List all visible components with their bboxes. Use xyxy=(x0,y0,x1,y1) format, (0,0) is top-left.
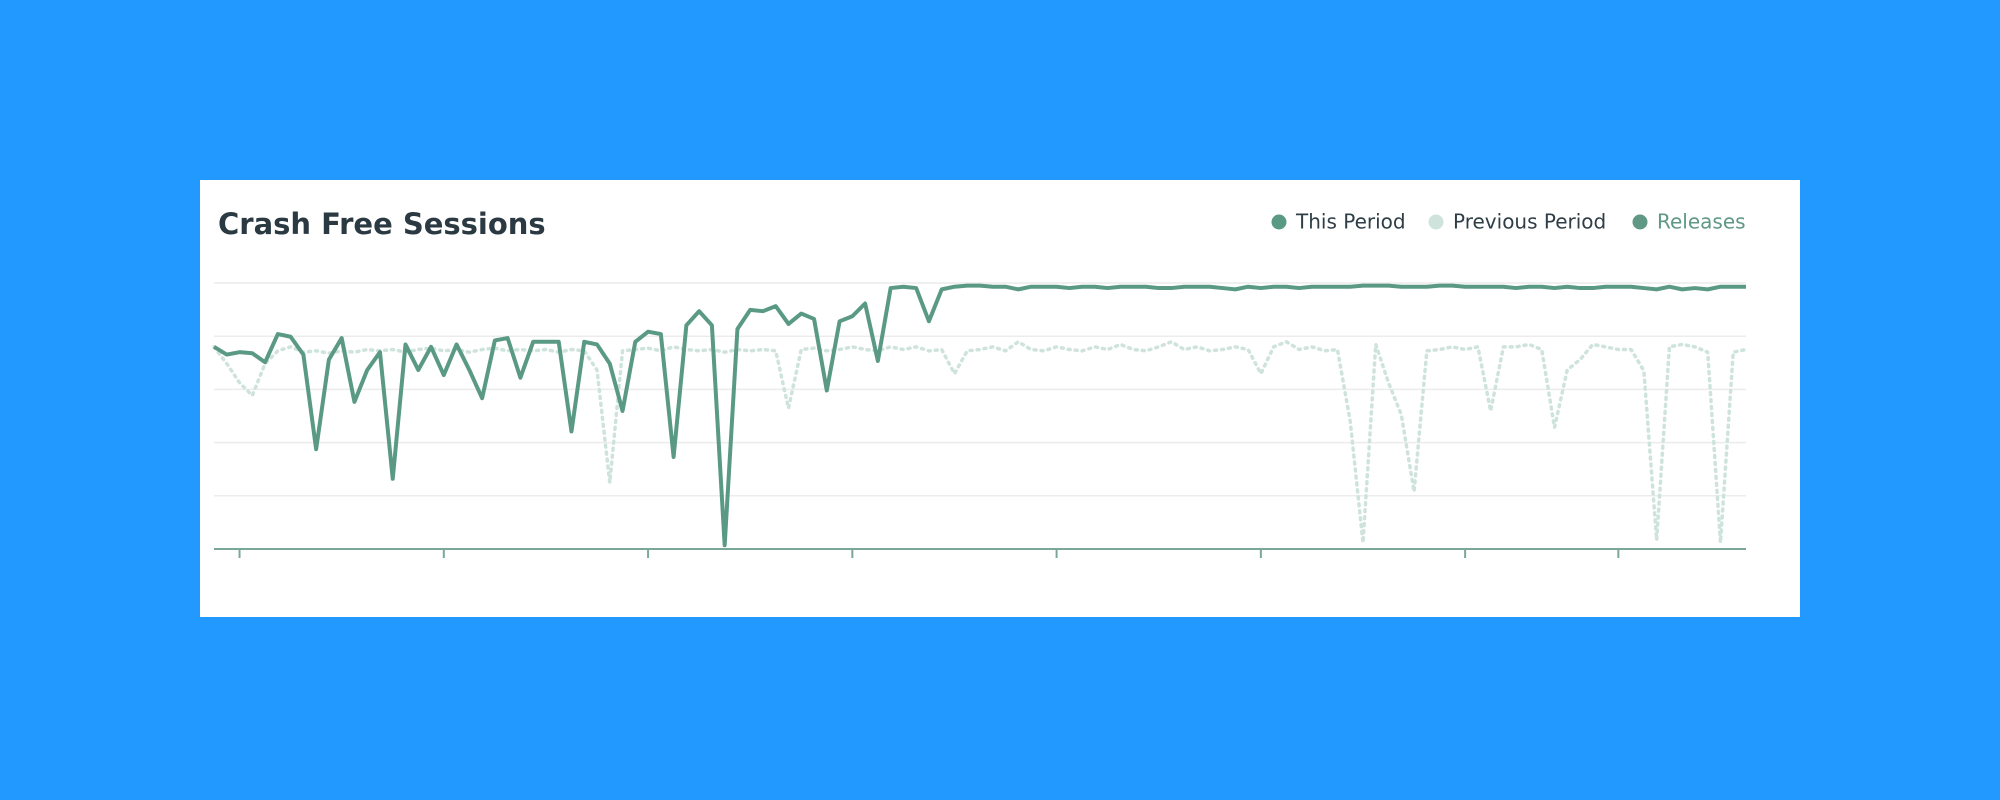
legend-marker xyxy=(1428,214,1444,230)
series-line xyxy=(212,340,1748,545)
legend-label: Previous Period xyxy=(1453,210,1606,234)
series-line xyxy=(212,283,1746,548)
legend-marker xyxy=(1632,214,1648,230)
legend-marker xyxy=(1271,214,1287,230)
legend-label: Releases xyxy=(1657,210,1746,234)
legend-label: This Period xyxy=(1295,210,1406,234)
card xyxy=(200,180,1800,617)
chart-title: Crash Free Sessions xyxy=(218,207,546,241)
